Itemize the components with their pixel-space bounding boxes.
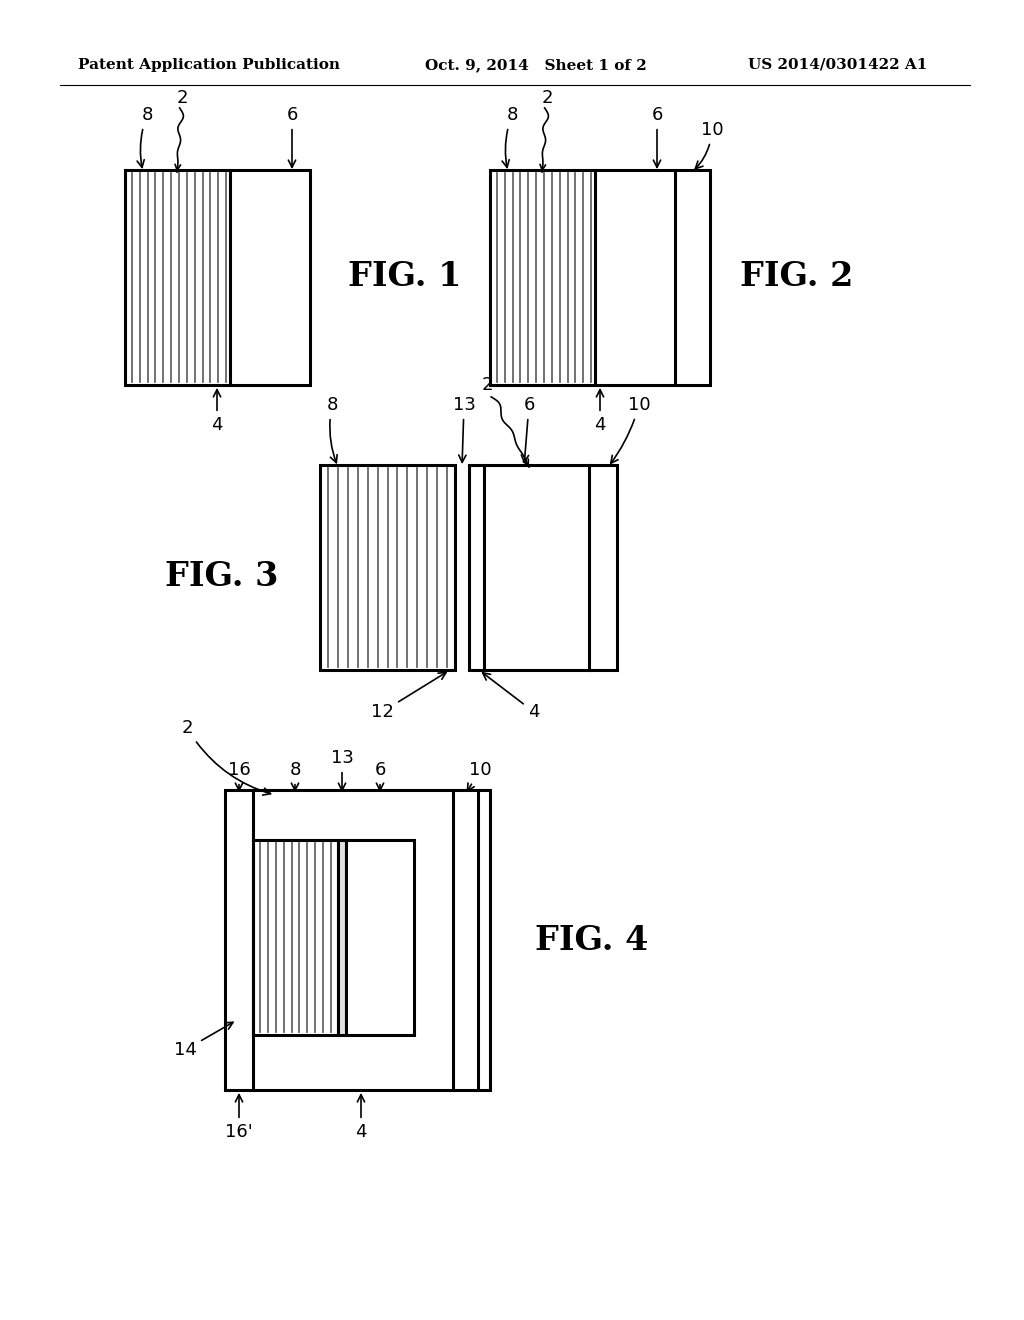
Text: Patent Application Publication: Patent Application Publication [78,58,340,73]
Text: 4: 4 [482,673,540,721]
Text: 10: 10 [610,396,650,463]
Text: 16: 16 [227,762,251,791]
Text: 12: 12 [371,672,446,721]
Text: 13: 13 [453,396,475,462]
Bar [490,170,710,385]
Bar [338,840,346,1035]
Text: 4: 4 [355,1094,367,1140]
Bar [469,465,617,671]
Text: 8: 8 [502,106,518,168]
Bar [125,170,310,385]
Text: 2: 2 [481,376,493,393]
Bar [346,840,414,1035]
Text: 8: 8 [137,106,153,168]
Text: 8: 8 [327,396,338,463]
Text: 4: 4 [594,389,606,434]
Text: 10: 10 [467,762,492,791]
Bar [253,840,338,1035]
Text: 13: 13 [331,748,353,791]
Text: FIG. 3: FIG. 3 [165,561,279,594]
Text: 6: 6 [287,106,298,168]
Text: US 2014/0301422 A1: US 2014/0301422 A1 [748,58,928,73]
Text: 16': 16' [225,1094,253,1140]
Text: FIG. 1: FIG. 1 [348,260,462,293]
Text: 10: 10 [695,121,723,169]
Text: 6: 6 [651,106,663,168]
Bar [319,465,455,671]
Text: FIG. 2: FIG. 2 [740,260,853,293]
Text: FIG. 4: FIG. 4 [535,924,648,957]
Text: 6: 6 [375,762,386,791]
Text: 6: 6 [521,396,535,462]
Text: 8: 8 [290,762,301,791]
Text: 14: 14 [173,1022,233,1059]
Text: Oct. 9, 2014   Sheet 1 of 2: Oct. 9, 2014 Sheet 1 of 2 [425,58,647,73]
Text: 2: 2 [542,88,553,107]
Text: 2: 2 [176,88,187,107]
Text: 2: 2 [181,719,270,795]
Bar [225,789,490,1090]
Text: 4: 4 [211,389,223,434]
